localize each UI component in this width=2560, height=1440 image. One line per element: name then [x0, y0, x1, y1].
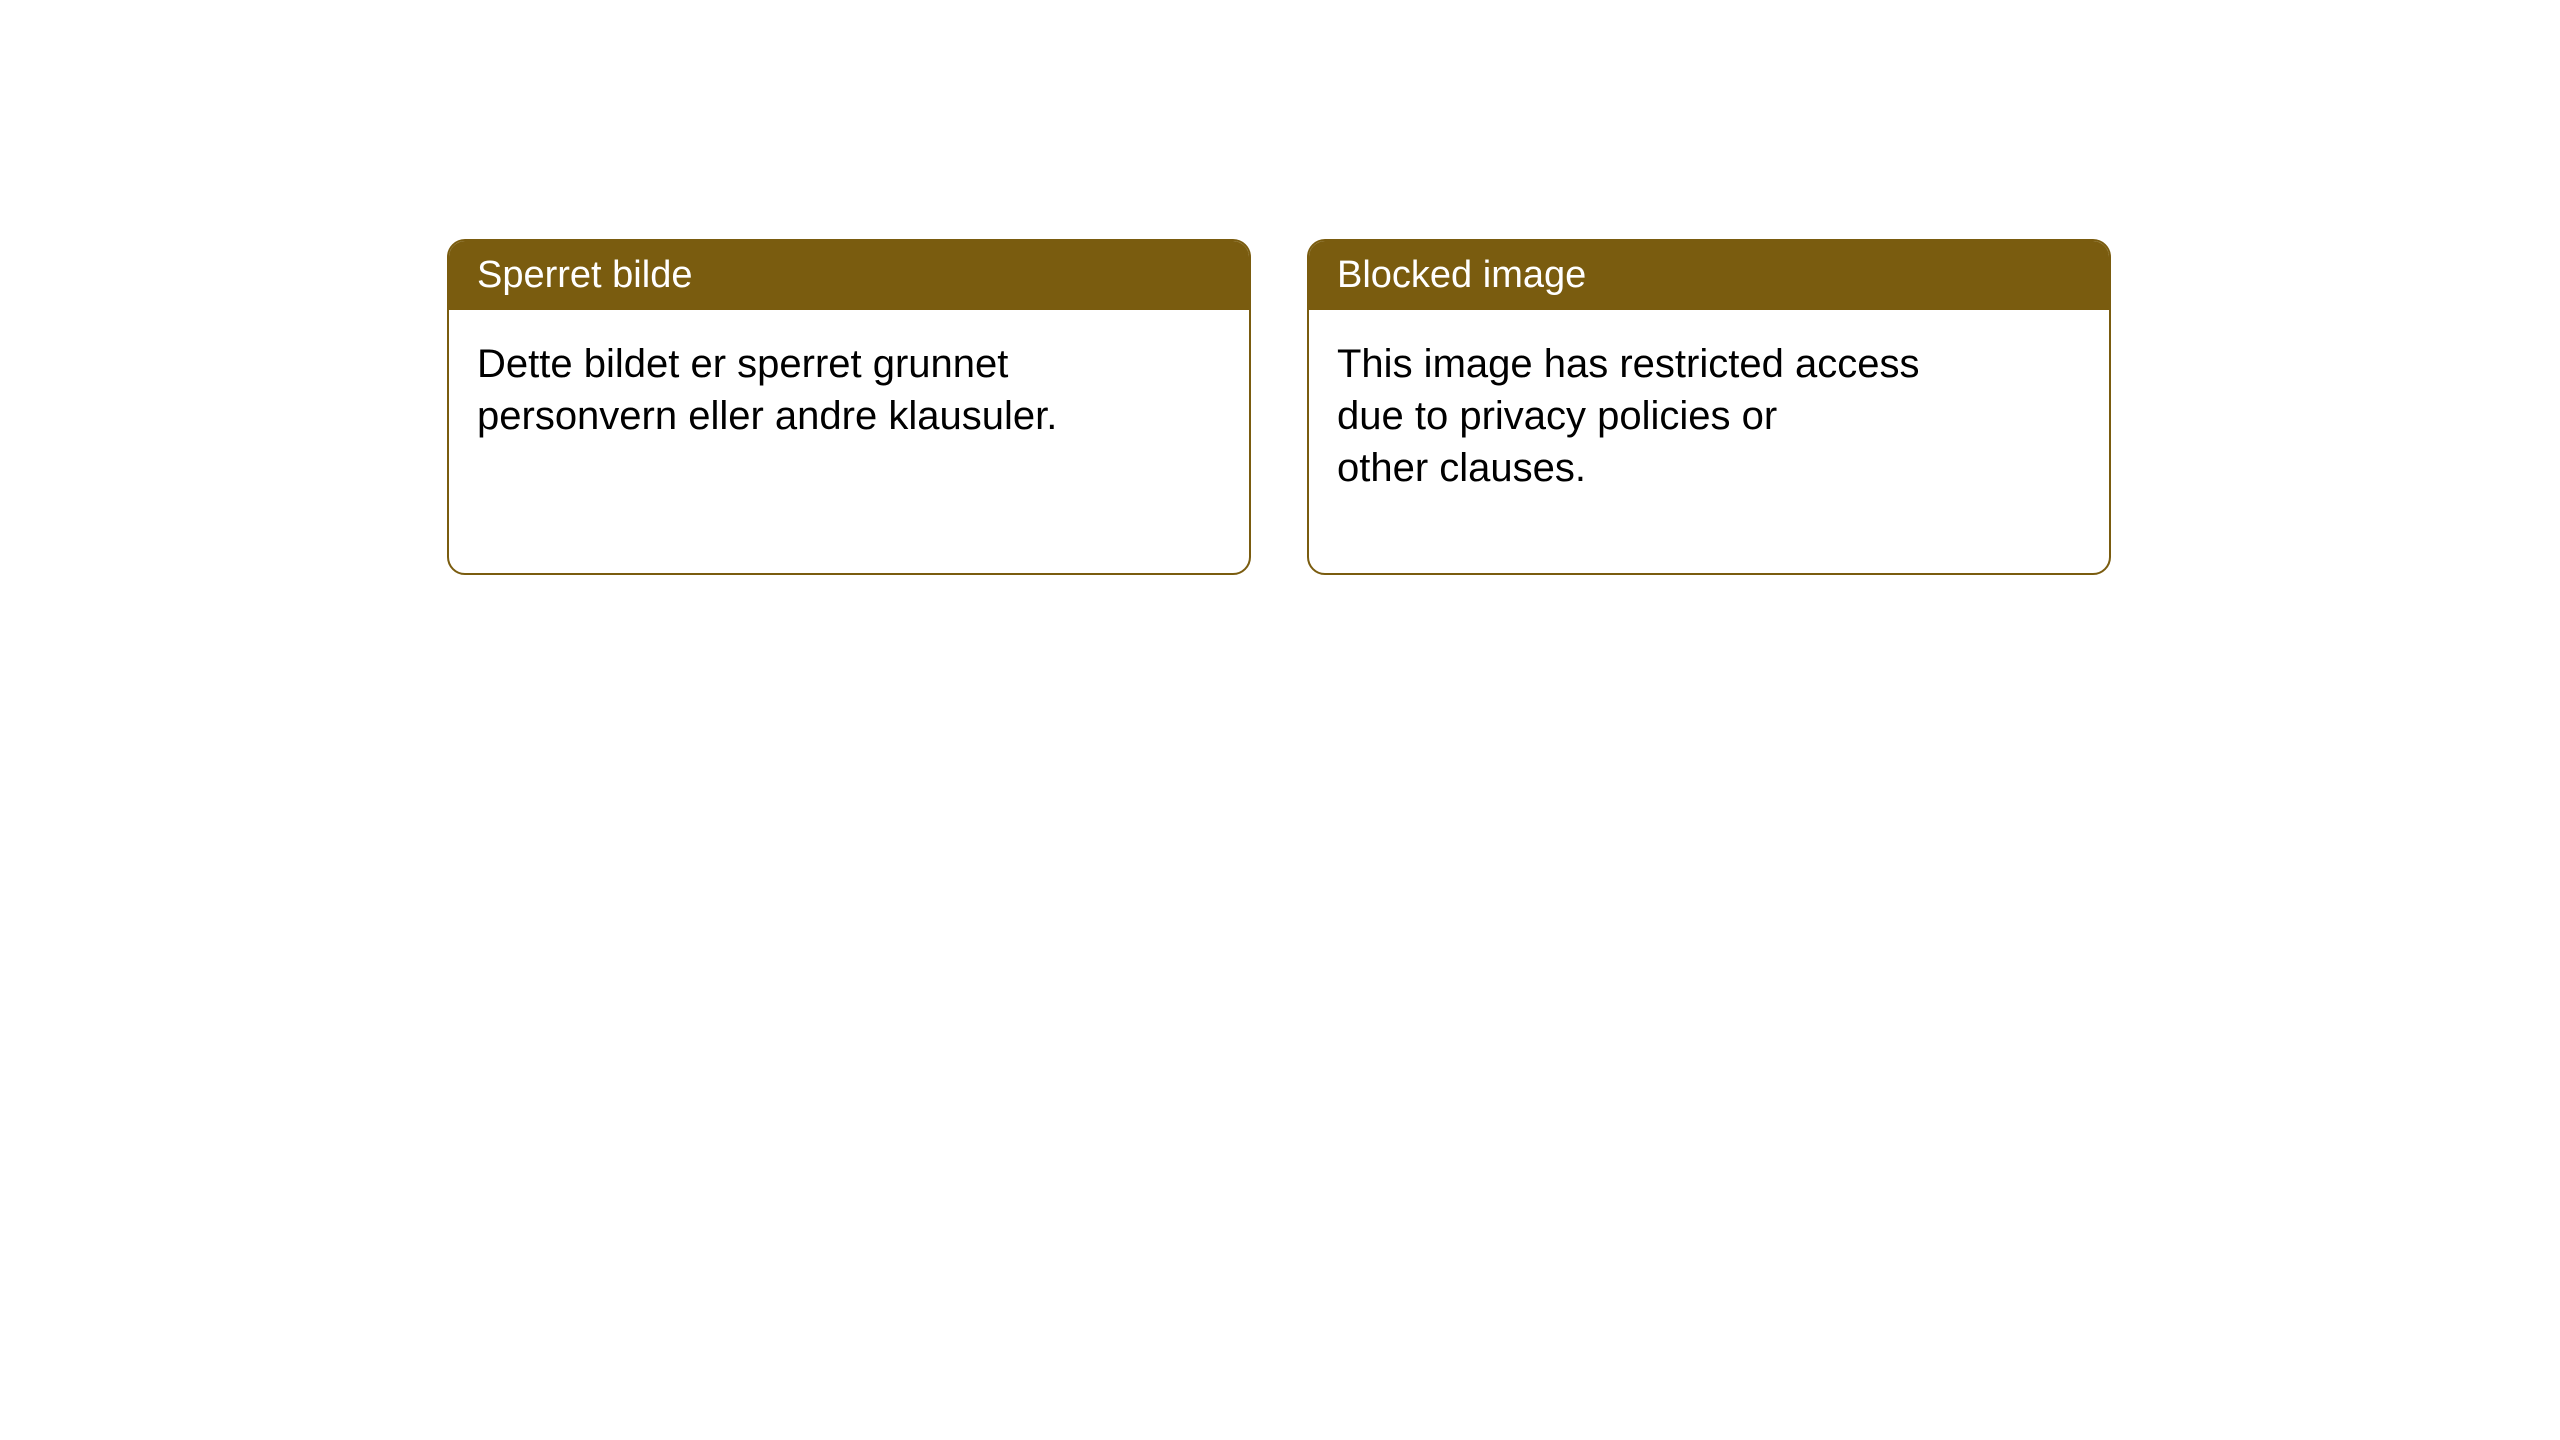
notice-header: Blocked image — [1309, 241, 2109, 310]
notice-card-english: Blocked image This image has restricted … — [1307, 239, 2111, 575]
notice-body: Dette bildet er sperret grunnet personve… — [449, 310, 1249, 470]
notice-card-norwegian: Sperret bilde Dette bildet er sperret gr… — [447, 239, 1251, 575]
notice-container: Sperret bilde Dette bildet er sperret gr… — [447, 239, 2111, 575]
notice-body: This image has restricted access due to … — [1309, 310, 2109, 522]
notice-header: Sperret bilde — [449, 241, 1249, 310]
